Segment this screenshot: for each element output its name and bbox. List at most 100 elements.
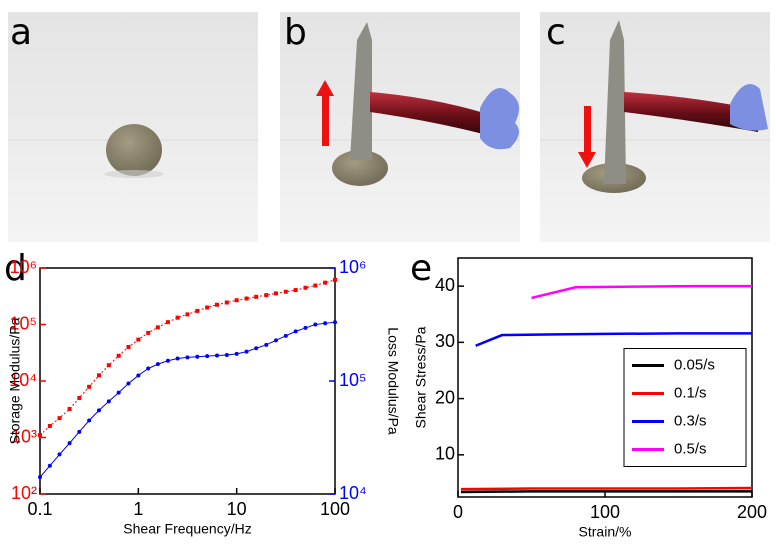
marker bbox=[294, 288, 298, 292]
arrow-down bbox=[584, 106, 591, 154]
marker bbox=[146, 367, 150, 371]
y2-tick-label: 10⁵ bbox=[339, 370, 366, 390]
legend-label: 0.1/s bbox=[674, 384, 707, 401]
marker bbox=[303, 286, 307, 290]
marker bbox=[126, 382, 130, 386]
marker bbox=[245, 350, 249, 354]
series-line bbox=[476, 333, 752, 345]
marker bbox=[156, 325, 160, 329]
y-tick-label: 10⁶ bbox=[10, 257, 37, 277]
marker bbox=[38, 433, 42, 437]
marker bbox=[333, 320, 337, 324]
y2-tick-label: 10⁶ bbox=[339, 257, 366, 277]
marker bbox=[215, 303, 219, 307]
marker bbox=[107, 363, 111, 367]
x-tick-label: 10 bbox=[227, 499, 247, 519]
marker bbox=[313, 284, 317, 288]
marker bbox=[176, 316, 180, 320]
x-axis-label: Strain/% bbox=[579, 524, 632, 540]
marker bbox=[166, 320, 170, 324]
y-tick-label: 20 bbox=[435, 387, 455, 407]
marker bbox=[97, 373, 101, 377]
marker bbox=[146, 331, 150, 335]
series-line bbox=[461, 491, 752, 492]
marker bbox=[205, 305, 209, 309]
marker bbox=[77, 396, 81, 400]
series-line bbox=[40, 322, 335, 477]
x-tick-label: 100 bbox=[590, 502, 620, 522]
marker bbox=[58, 452, 62, 456]
panel-label: a bbox=[10, 12, 32, 53]
marker bbox=[254, 295, 258, 299]
marker bbox=[195, 355, 199, 359]
marker bbox=[166, 359, 170, 363]
marker bbox=[87, 385, 91, 389]
marker bbox=[136, 338, 140, 342]
marker bbox=[313, 323, 317, 327]
y2-axis-label: Loss Modulus/Pa bbox=[385, 327, 401, 435]
marker bbox=[235, 298, 239, 302]
figure: a b c d0.111010010²10³10⁴10⁵10⁶10⁴10⁵10⁶… bbox=[0, 0, 776, 548]
marker bbox=[68, 407, 72, 411]
marker bbox=[323, 281, 327, 285]
marker bbox=[333, 278, 337, 282]
marker bbox=[274, 338, 278, 342]
marker bbox=[77, 430, 81, 434]
gel-blob bbox=[106, 124, 162, 176]
marker bbox=[284, 334, 288, 338]
marker bbox=[303, 326, 307, 330]
marker bbox=[205, 354, 209, 358]
panel-label: c bbox=[546, 12, 566, 53]
legend-label: 0.05/s bbox=[674, 356, 715, 373]
marker bbox=[117, 354, 121, 358]
legend-label: 0.3/s bbox=[674, 412, 707, 429]
marker bbox=[176, 357, 180, 361]
plot-frame bbox=[40, 268, 335, 494]
marker bbox=[126, 345, 130, 349]
photo-b bbox=[280, 12, 520, 242]
marker bbox=[185, 355, 189, 359]
marker bbox=[323, 321, 327, 325]
y-tick-label: 30 bbox=[435, 331, 455, 351]
marker bbox=[215, 354, 219, 358]
marker bbox=[264, 343, 268, 347]
marker bbox=[225, 301, 229, 305]
marker bbox=[117, 391, 121, 395]
marker bbox=[254, 346, 258, 350]
y-axis-label: Shear Stress/Pa bbox=[413, 326, 429, 428]
marker bbox=[68, 441, 72, 445]
marker bbox=[195, 309, 199, 313]
series-line bbox=[461, 488, 752, 489]
panel-label: b bbox=[284, 12, 307, 53]
y-tick-label: 40 bbox=[435, 275, 455, 295]
x-tick-label: 1 bbox=[133, 499, 143, 519]
marker bbox=[294, 329, 298, 333]
series-line bbox=[532, 286, 753, 298]
marker bbox=[156, 362, 160, 366]
x-axis-label: Shear Frequency/Hz bbox=[123, 521, 251, 537]
marker bbox=[48, 424, 52, 428]
marker bbox=[107, 399, 111, 403]
marker bbox=[245, 297, 249, 301]
legend-label: 0.5/s bbox=[674, 440, 707, 457]
marker bbox=[284, 290, 288, 294]
marker bbox=[48, 464, 52, 468]
y-tick-label: 10² bbox=[11, 483, 37, 503]
marker bbox=[136, 373, 140, 377]
arrow-up bbox=[322, 96, 329, 146]
shadow bbox=[104, 170, 164, 178]
marker bbox=[185, 312, 189, 316]
photo-a bbox=[8, 12, 258, 242]
marker bbox=[38, 475, 42, 479]
marker bbox=[225, 353, 229, 357]
y-axis-label: Storage Modulus/Pa bbox=[7, 317, 23, 444]
marker bbox=[97, 408, 101, 412]
marker bbox=[235, 352, 239, 356]
marker bbox=[87, 419, 91, 423]
panel-label: e bbox=[410, 248, 432, 289]
marker bbox=[264, 293, 268, 297]
y-tick-label: 10 bbox=[435, 444, 455, 464]
x-tick-label: 0 bbox=[453, 502, 463, 522]
marker bbox=[274, 291, 278, 295]
x-tick-label: 200 bbox=[737, 502, 767, 522]
